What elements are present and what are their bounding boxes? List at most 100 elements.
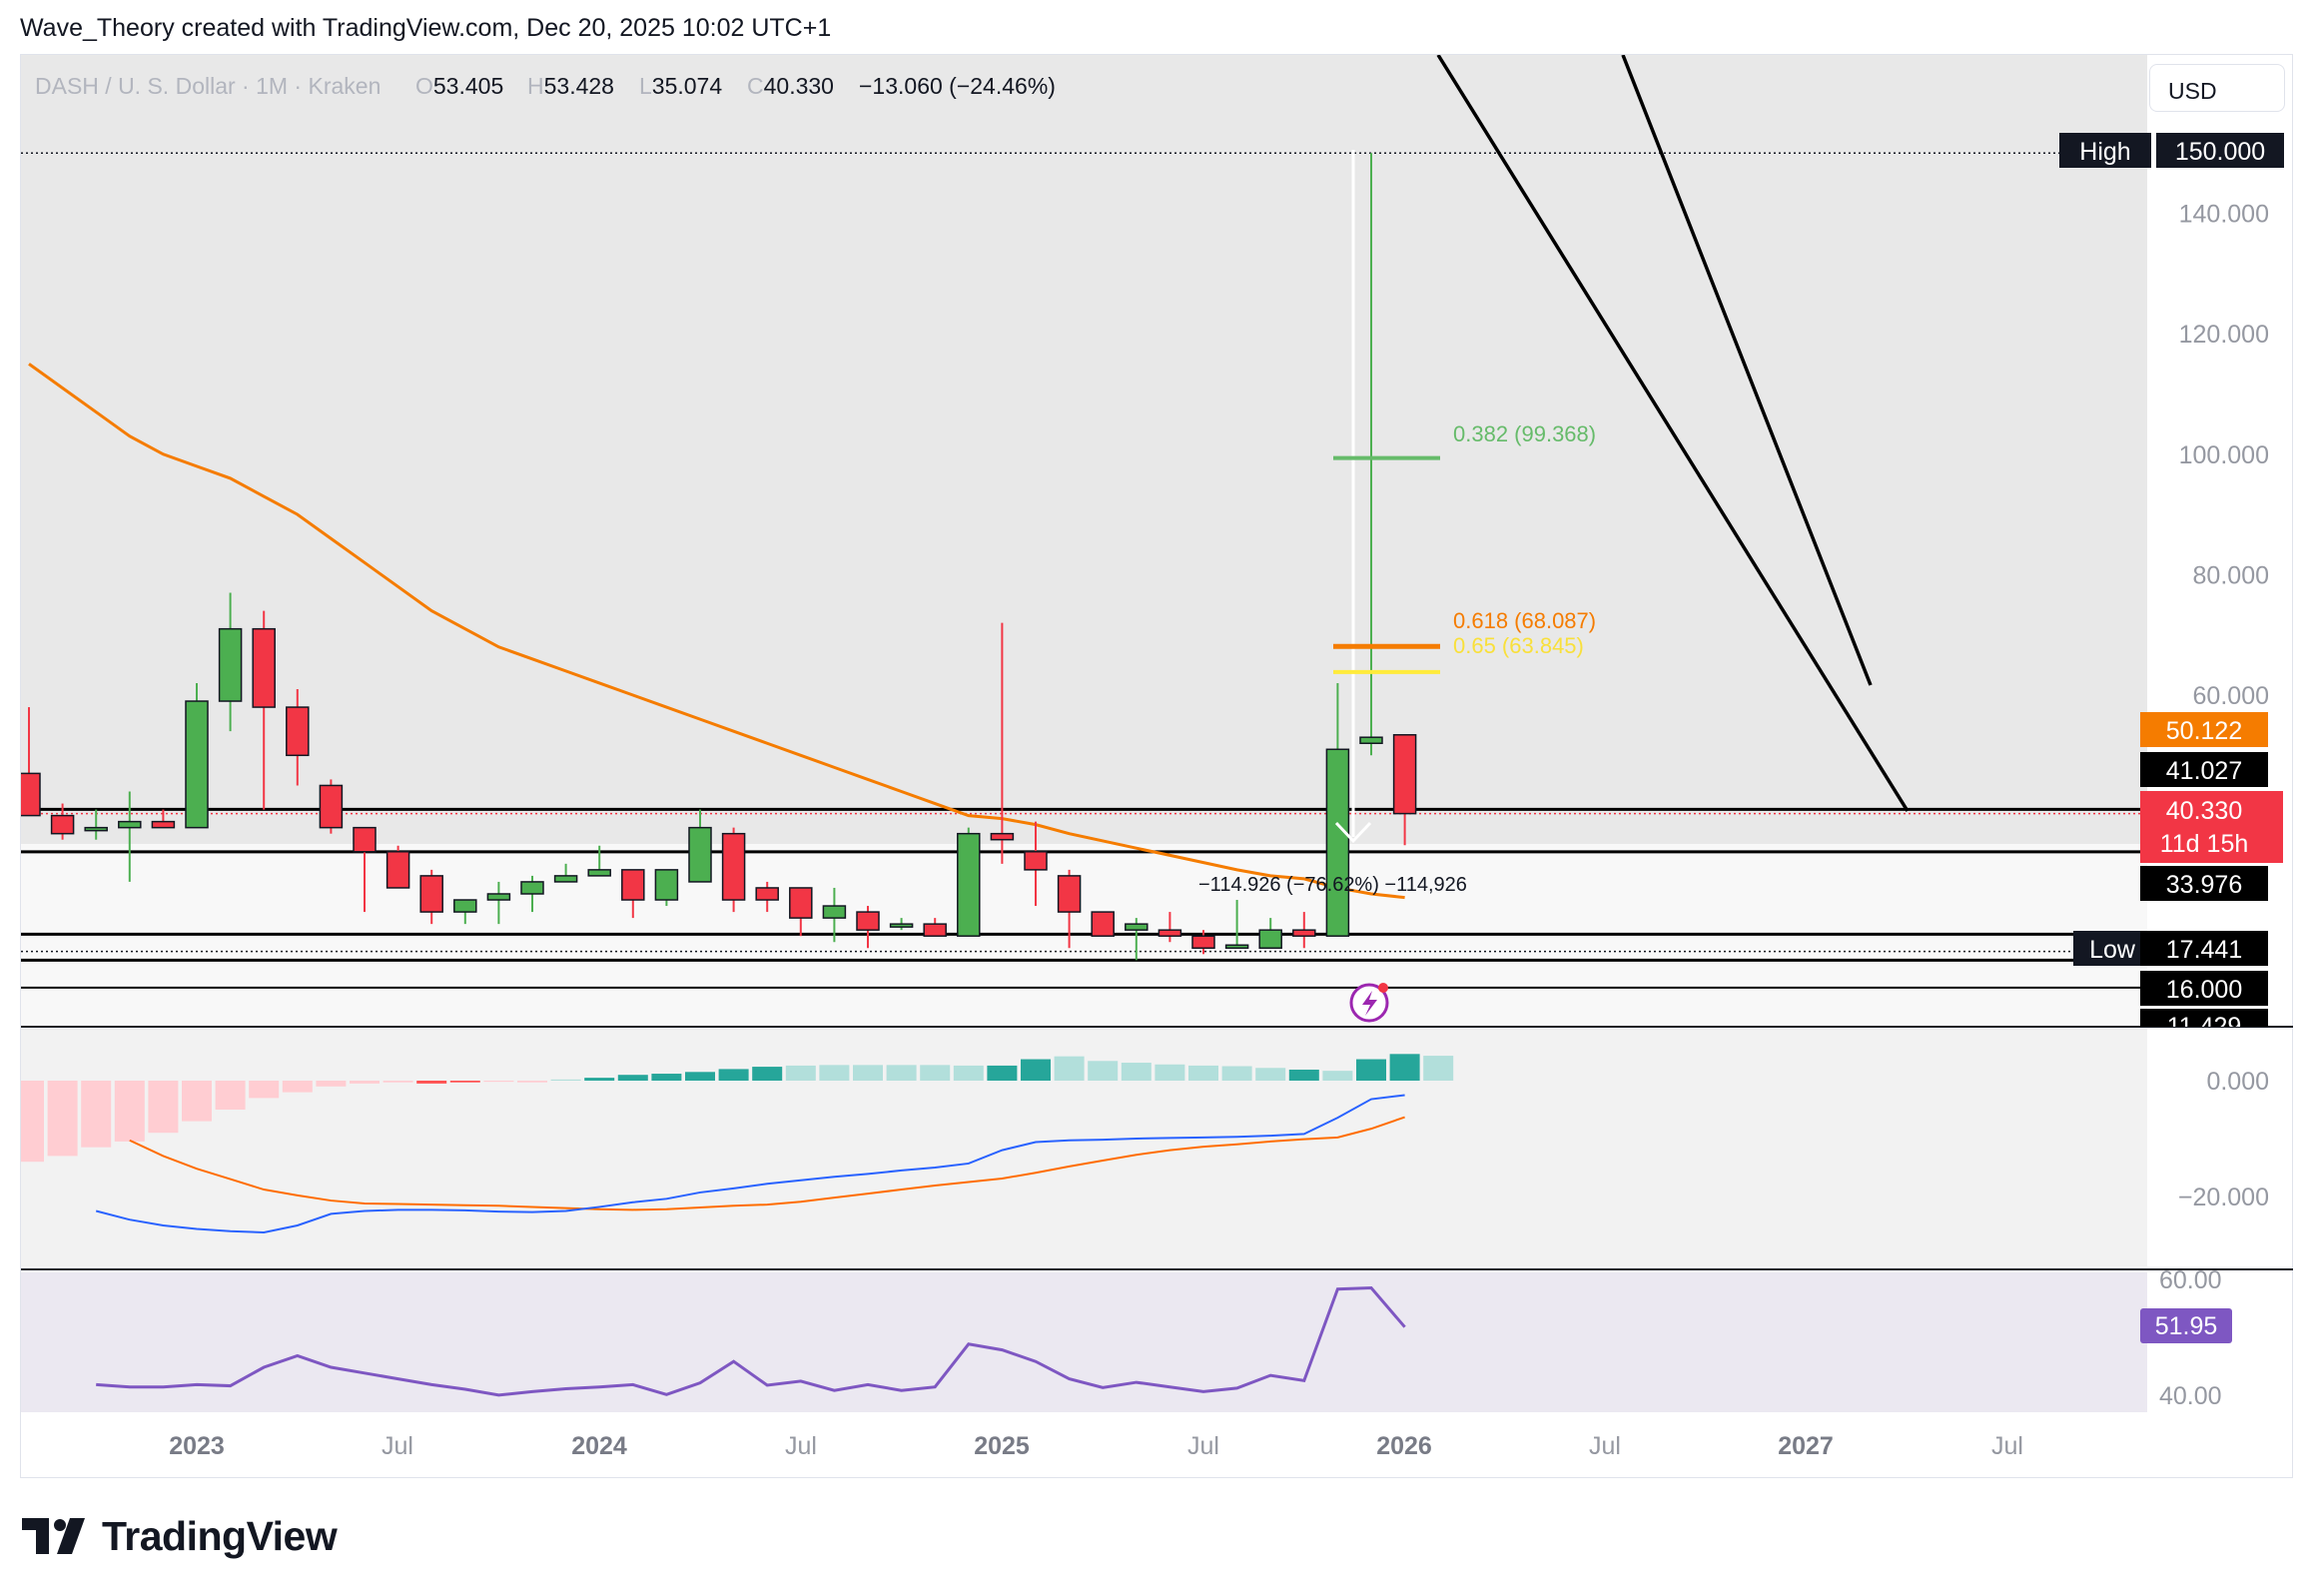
candle-body	[319, 784, 344, 829]
level2-tag-value: 33.976	[2166, 871, 2242, 899]
candle-body	[286, 706, 310, 757]
measure-label: −114.926 (−76.62%) −114,926	[1198, 874, 1467, 896]
macd-histogram	[21, 1054, 1454, 1163]
legend-high-value: 53.428	[544, 73, 614, 99]
time-tick-label: 2023	[169, 1432, 225, 1460]
high-tag-value: 150.000	[2175, 138, 2265, 166]
candle-body	[990, 832, 1015, 841]
chart-credit: Wave_Theory created with TradingView.com…	[20, 14, 832, 42]
candle-body	[84, 826, 108, 832]
macd-axis[interactable]: 0.000 −20.000	[2178, 1068, 2269, 1211]
legend-low-value: 35.074	[652, 73, 723, 99]
candle-body	[118, 820, 142, 829]
macd-histogram-bar	[483, 1081, 514, 1083]
macd-histogram-bar	[416, 1081, 447, 1084]
rsi-line[interactable]	[96, 1286, 1406, 1397]
time-tick-label: 2026	[1376, 1432, 1432, 1460]
svg-text:L35.074: L35.074	[639, 73, 722, 99]
macd-tick-label: −20.000	[2178, 1184, 2269, 1211]
trendline-2[interactable]	[1621, 55, 1873, 686]
rsi-pane	[21, 1272, 2147, 1412]
time-axis[interactable]: 2023 Jul 2024 Jul 2025 Jul 2026 Jul 2027 Jul	[169, 1432, 2023, 1460]
high-tag-label: High	[2079, 138, 2130, 166]
macd-histogram-bar	[920, 1065, 951, 1081]
candle-body	[1125, 923, 1149, 931]
currency-button[interactable]: USD	[2149, 64, 2285, 112]
macd-histogram-bar	[1121, 1063, 1152, 1081]
price-tick-label: 100.000	[2179, 441, 2269, 469]
candle-body	[621, 869, 645, 901]
rsi-value-tag: 51.95	[2140, 1308, 2232, 1343]
level2-tag: 33.976	[2140, 866, 2268, 901]
low-tag-label: Low	[2089, 936, 2136, 964]
time-tick-label: 2025	[974, 1432, 1030, 1460]
candle-body	[923, 923, 947, 937]
candle-body	[889, 923, 914, 928]
time-tick-label: Jul	[382, 1432, 413, 1460]
legend-open-value: 53.405	[433, 73, 503, 99]
time-tick-label: Jul	[1991, 1432, 2023, 1460]
last-price-value: 40.330	[2166, 797, 2242, 825]
macd-histogram-bar	[752, 1067, 783, 1081]
legend-low-label: L	[639, 73, 652, 99]
candle-body	[1091, 911, 1115, 937]
candle-body	[1392, 734, 1417, 815]
low-tag-value: 17.441	[2166, 936, 2242, 964]
ma-tag-value: 50.122	[2166, 717, 2242, 745]
macd-histogram-bar	[1221, 1066, 1252, 1081]
macd-histogram-bar	[584, 1078, 615, 1081]
candle-body	[1224, 944, 1249, 950]
price-axis[interactable]: 140.000 120.000 100.000 80.000 60.000	[2179, 201, 2269, 710]
measure-arrow-head	[1334, 821, 1372, 844]
macd-histogram-bar	[148, 1081, 179, 1134]
svg-text:C40.330: C40.330	[747, 73, 834, 99]
ma-line[interactable]	[28, 363, 1405, 900]
candle-body	[218, 627, 243, 702]
svg-text:O53.405: O53.405	[415, 73, 503, 99]
candle-body	[1359, 736, 1383, 744]
price-tick-label: 120.000	[2179, 321, 2269, 349]
candle-body	[789, 887, 813, 919]
countdown-value: 11d 15h	[2160, 830, 2249, 858]
rsi-value: 51.95	[2155, 1312, 2218, 1340]
legend-symbol[interactable]: DASH / U. S. Dollar · 1M · Kraken	[35, 73, 381, 99]
macd-histogram-bar	[1255, 1068, 1286, 1081]
tradingview-logo-text: TradingView	[102, 1512, 338, 1559]
trendline-1[interactable]	[1436, 55, 1910, 812]
time-tick-label: 2027	[1778, 1432, 1834, 1460]
macd-histogram-bar	[517, 1081, 547, 1083]
macd-histogram-bar	[550, 1079, 581, 1081]
tradingview-logo[interactable]: TradingView	[22, 1511, 338, 1561]
candle-body	[1258, 929, 1282, 950]
price-tick-label: 60.000	[2193, 682, 2269, 710]
macd-histogram-bar	[249, 1081, 280, 1099]
candle-body	[486, 893, 511, 901]
candle-body	[252, 627, 276, 708]
rsi-axis-top: 60.00	[2159, 1266, 2222, 1294]
macd-histogram-bar	[114, 1081, 145, 1142]
legend-close-label: C	[747, 73, 764, 99]
macd-histogram-bar	[449, 1081, 480, 1083]
candle-body	[1325, 748, 1350, 937]
level3-tag: 16.000	[2140, 971, 2268, 1006]
candle-body	[822, 905, 847, 919]
macd-histogram-bar	[1389, 1054, 1420, 1081]
macd-histogram-bar	[718, 1069, 749, 1081]
macd-tick-label: 0.000	[2206, 1068, 2269, 1096]
svg-text:H53.428: H53.428	[527, 73, 614, 99]
level1-tag: 41.027	[2140, 752, 2268, 787]
candle-body	[755, 887, 779, 901]
rsi-axis-bottom: 40.00	[2159, 1382, 2222, 1410]
macd-signal-line[interactable]	[129, 1116, 1405, 1211]
macd-histogram-bar	[1288, 1069, 1319, 1081]
macd-histogram-bar	[1021, 1059, 1051, 1081]
candle-body	[1157, 929, 1182, 937]
legend-open-label: O	[415, 73, 433, 99]
macd-histogram-bar	[1356, 1059, 1386, 1081]
macd-line[interactable]	[95, 1094, 1405, 1233]
lightning-alert-icon[interactable]	[1349, 983, 1389, 1023]
macd-histogram-bar	[316, 1081, 347, 1087]
macd-histogram-bar	[853, 1065, 883, 1081]
fib-65-label: 0.65 (63.845)	[1453, 633, 1584, 658]
